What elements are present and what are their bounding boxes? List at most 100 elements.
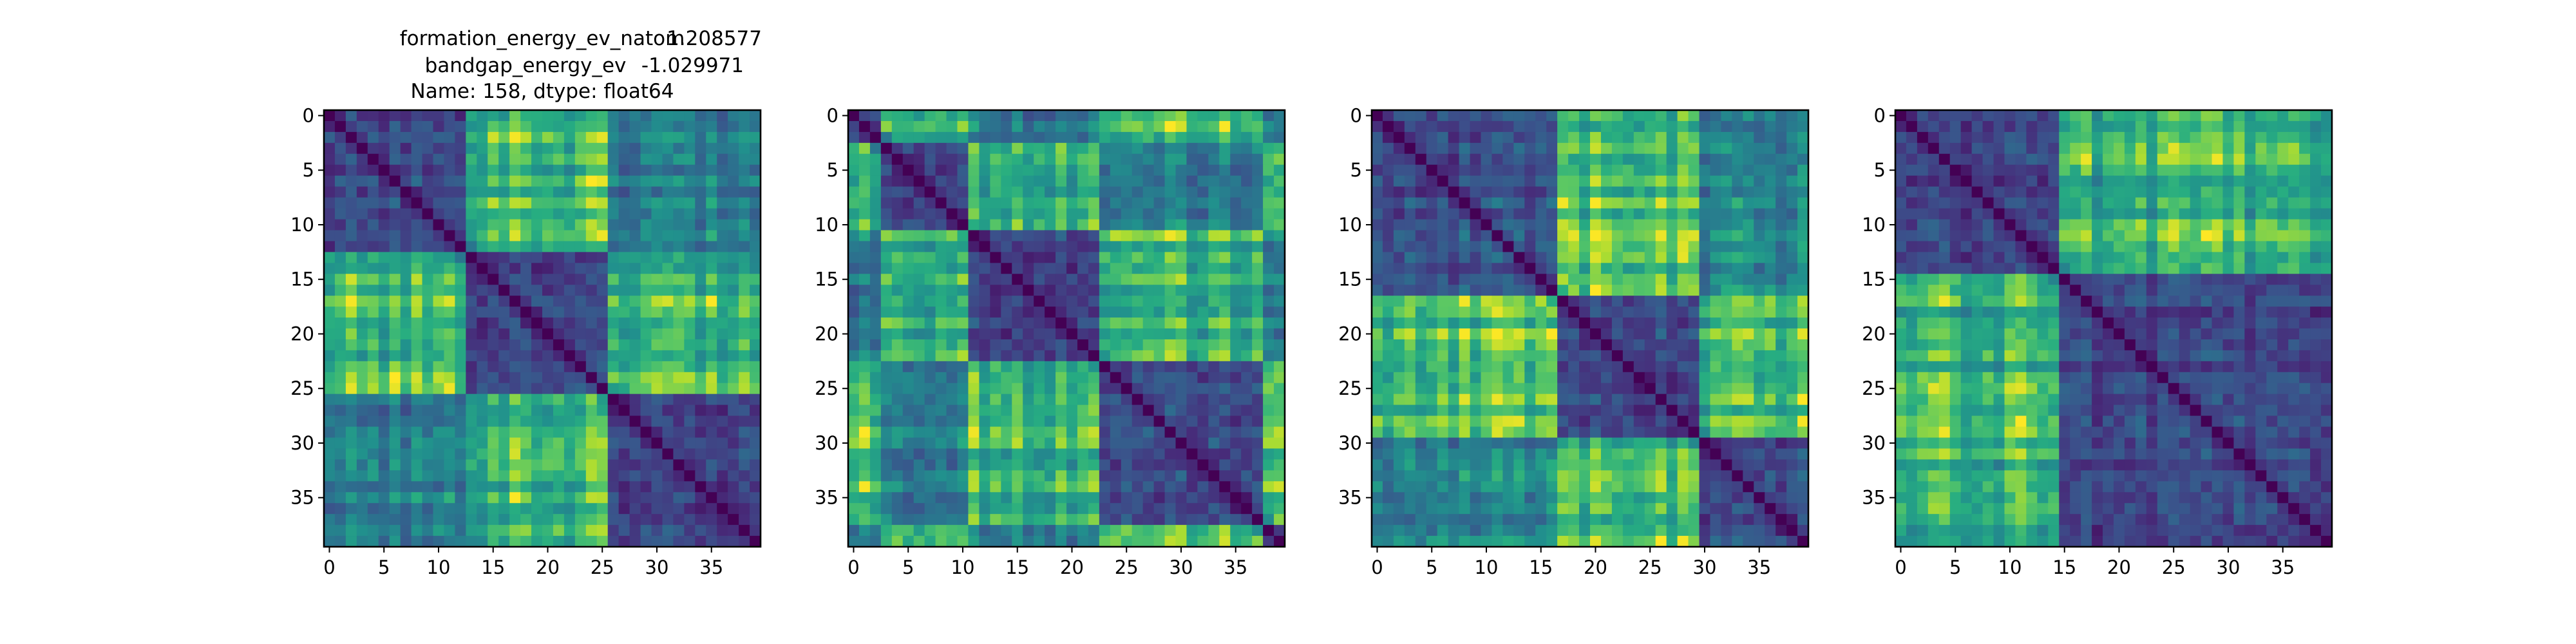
heatmap-cell: [422, 241, 434, 252]
heatmap-cell: [1448, 317, 1460, 329]
heatmap-cell: [1535, 393, 1547, 406]
heatmap-cell: [957, 175, 969, 187]
heatmap-cell: [1568, 361, 1580, 373]
heatmap-cell: [1415, 274, 1427, 285]
heatmap-cell: [1732, 415, 1743, 428]
heatmap-cell: [1765, 393, 1776, 406]
heatmap-cell: [553, 415, 565, 428]
heatmap-cell: [640, 274, 652, 285]
heatmap-cell: [924, 350, 936, 362]
heatmap-cell: [444, 536, 455, 547]
heatmap-cell: [542, 361, 554, 373]
heatmap-cell: [1524, 350, 1536, 362]
heatmap-cell: [618, 197, 630, 209]
heatmap-cell: [1568, 296, 1580, 307]
heatmap-cell: [968, 241, 980, 252]
heatmap-cell: [1219, 219, 1231, 231]
heatmap-cell: [1765, 525, 1776, 536]
heatmap-cell: [1622, 219, 1634, 231]
heatmap-cell: [455, 263, 466, 274]
heatmap-cell: [1197, 350, 1209, 362]
heatmap-cell: [1765, 164, 1776, 176]
heatmap-cell: [990, 525, 1001, 536]
heatmap-cell: [1426, 120, 1438, 133]
heatmap-cell: [1633, 361, 1645, 373]
heatmap-cell: [1153, 470, 1166, 482]
heatmap-cell: [2103, 120, 2114, 133]
heatmap-cell: [1470, 383, 1482, 395]
heatmap-cell: [1175, 186, 1188, 198]
heatmap-cell: [498, 339, 510, 351]
heatmap-cell: [564, 437, 576, 450]
heatmap-cell: [1644, 153, 1656, 166]
heatmap-cell: [488, 296, 499, 307]
heatmap-cell: [684, 241, 696, 252]
heatmap-cell: [673, 393, 685, 406]
heatmap-cell: [498, 317, 510, 329]
heatmap-cell: [1142, 459, 1155, 471]
heatmap-cell: [1917, 120, 1929, 133]
heatmap-cell: [1797, 361, 1809, 373]
heatmap-cell: [1121, 208, 1133, 220]
heatmap-cell: [596, 307, 609, 318]
heatmap-cell: [509, 415, 521, 428]
heatmap-cell: [334, 350, 346, 362]
heatmap-cell: [968, 307, 980, 318]
heatmap-cell: [1132, 459, 1144, 471]
heatmap-cell: [324, 426, 336, 439]
heatmap-cell: [1110, 110, 1122, 122]
heatmap-cell: [706, 274, 717, 285]
heatmap-cell: [651, 393, 663, 406]
heatmap-cell: [1110, 219, 1122, 231]
heatmap-cell: [1132, 307, 1144, 318]
heatmap-cell: [324, 481, 336, 493]
heatmap-cell: [1132, 328, 1144, 340]
heatmap-cell: [1077, 131, 1089, 144]
heatmap-cell: [466, 426, 477, 439]
heatmap-cell: [1611, 492, 1624, 504]
heatmap-cell: [891, 110, 904, 122]
heatmap-cell: [957, 426, 969, 439]
heatmap-cell: [1121, 252, 1133, 263]
heatmap-cell: [596, 230, 609, 242]
heatmap-cell: [990, 404, 1001, 417]
heatmap-cell: [1186, 285, 1198, 296]
heatmap-cell: [520, 361, 532, 373]
heatmap-cell: [367, 219, 379, 231]
heatmap-cell: [1142, 404, 1155, 417]
heatmap-cell: [1045, 383, 1056, 395]
heatmap-cell: [990, 350, 1001, 362]
heatmap-cell: [662, 339, 674, 351]
heatmap-cell: [1164, 470, 1177, 482]
heatmap-cell: [1132, 142, 1144, 155]
heatmap-cell: [1502, 372, 1514, 384]
y-tick-label: 5: [303, 159, 314, 181]
heatmap-cell: [1502, 361, 1514, 373]
heatmap-cell: [411, 263, 423, 274]
heatmap-cell: [1056, 470, 1067, 482]
heatmap-cell: [651, 383, 663, 395]
heatmap-cell: [990, 415, 1001, 428]
heatmap-cell: [739, 175, 750, 187]
heatmap-cell: [1045, 120, 1056, 133]
heatmap-cell: [1579, 350, 1591, 362]
heatmap-cell: [1754, 525, 1765, 536]
heatmap-cell: [607, 372, 620, 384]
heatmap-cell: [1175, 459, 1188, 471]
heatmap-cell: [1590, 437, 1602, 450]
heatmap-cell: [629, 164, 641, 176]
heatmap-cell: [1077, 197, 1089, 209]
heatmap-cell: [935, 110, 947, 122]
heatmap-cell: [1470, 536, 1482, 547]
heatmap-cell: [990, 274, 1001, 285]
heatmap-cell: [1197, 110, 1209, 122]
heatmap-cell: [1721, 197, 1732, 209]
heatmap-cell: [869, 514, 882, 526]
heatmap-cell: [1186, 372, 1198, 384]
heatmap-cell: [1666, 470, 1678, 482]
heatmap-cell: [1590, 142, 1602, 155]
heatmap-cell: [1437, 404, 1449, 417]
heatmap-cell: [1001, 164, 1012, 176]
heatmap-cell: [1611, 514, 1624, 526]
heatmap-cell: [1470, 339, 1482, 351]
